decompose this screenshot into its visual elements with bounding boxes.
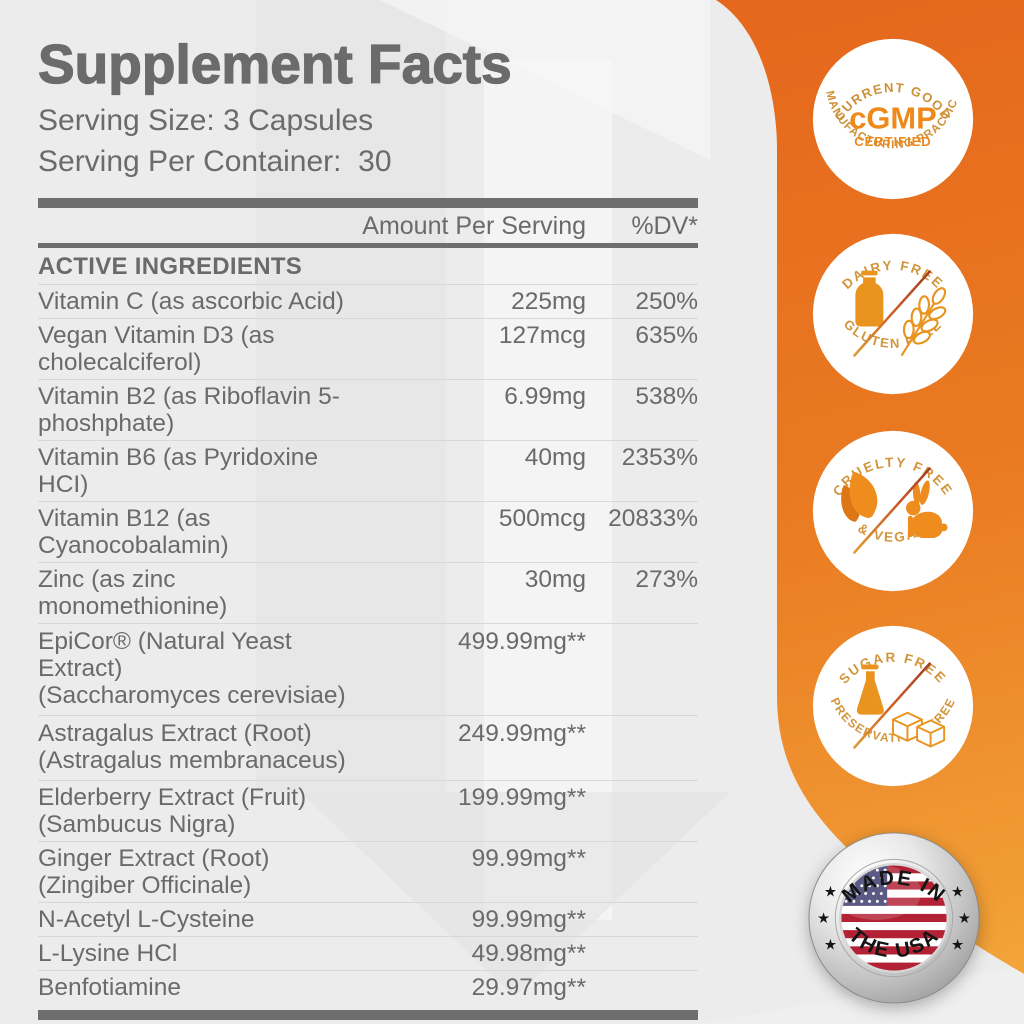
svg-text:★: ★ [958,911,971,927]
section-active-ingredients: ACTIVE INGREDIENTS [38,253,303,280]
rule-thick-bottom [38,1010,698,1020]
leaf-icon [841,471,878,522]
ingredient-name: Ginger Extract (Root) (Zingiber Officina… [38,845,270,899]
page-title: Supplement Facts [37,33,512,95]
ingredient-row: Astragalus Extract (Root) (Astragalus mem… [38,715,698,780]
ingredient-name: Vitamin B2 (as Riboflavin 5-phoshphate) [38,383,340,437]
ingredient-name: Vitamin B12 (as Cyanocobalamin) [38,505,229,559]
header-spacer [38,213,326,240]
slash-icon [853,467,931,554]
ingredient-dv: 273% [635,566,698,593]
cgmp-certified-badge: CURRENT GOOD MANUFACTURING PRACTICE cGMP… [811,37,974,200]
ingredient-name: Vegan Vitamin D3 (as cholecalciferol) [38,322,275,376]
ingredient-row: EpiCor® (Natural Yeast Extract) (Saccharo… [38,623,698,715]
ingredient-row: Elderberry Extract (Fruit) (Sambucus Nig… [38,780,698,841]
ingredient-amount: 6.99mg [504,383,586,410]
ingredient-row: Vitamin B6 (as Pyridoxine HCI) 40mg 2353… [38,440,698,501]
ingredient-name: Vitamin C (as ascorbic Acid) [38,288,344,315]
ingredient-row: L-Lysine HCl 49.98mg** [38,936,698,970]
cruelty-free-vegan-badge: CRUELTY FREE & VEGAN [812,430,974,592]
ingredient-amount: 199.99mg** [457,784,586,811]
ingredient-dv: 2353% [621,444,698,471]
ingredient-row: Vitamin B2 (as Riboflavin 5-phoshphate) … [38,379,698,440]
watermark-band [256,0,446,792]
ingredient-amount: 99.99mg** [471,906,586,933]
ingredient-name: Elderberry Extract (Fruit) (Sambucus Nig… [38,784,307,838]
cgmp-text: cGMP [849,101,936,136]
ingredient-row: N-Acetyl L-Cysteine 99.99mg** [38,902,698,936]
ingredient-row: Vitamin C (as ascorbic Acid) 225mg 250% [38,284,698,318]
serving-size: Serving Size: 3 Capsules [38,104,374,137]
facts-panel: Supplement Facts Serving Size: 3 Capsule… [37,0,698,1024]
serving-per-container: Serving Per Container: 30 [38,145,392,178]
ingredient-amount: 29.97mg** [471,974,586,1001]
ingredient-table: Vitamin C (as ascorbic Acid) 225mg 250% … [38,284,698,1004]
ingredient-row: Ginger Extract (Root) (Zingiber Officina… [38,841,698,902]
ingredient-row: Vegan Vitamin D3 (as cholecalciferol) 12… [38,318,698,379]
milk-bottle-icon [855,270,884,327]
ingredient-amount: 30mg [524,566,586,593]
rule-medium-1 [38,243,698,248]
flask-icon [856,664,884,715]
ingredient-name: Benfotiamine [38,974,182,1001]
sugar-preservatives-free-badge: SUGAR FREE PRESERVATIVES FREE [812,625,974,787]
ingredient-dv: 250% [635,288,698,315]
svg-text:★: ★ [951,937,964,953]
ingredient-row: Benfotiamine 29.97mg** [38,970,698,1004]
ingredient-amount: 225mg [511,288,586,315]
ingredient-row: Vitamin B12 (as Cyanocobalamin) 500mcg 2… [38,501,698,562]
ingredient-name: N-Acetyl L-Cysteine [38,906,255,933]
header-amount: Amount Per Serving [362,212,586,240]
ingredient-amount: 99.99mg** [471,845,586,872]
slash-icon [853,662,931,749]
made-in-usa-badge: MADE IN THE USA ★★★ ★★★ [808,832,980,1004]
ingredient-dv: 635% [635,322,698,349]
ingredient-name: Astragalus Extract (Root) (Astragalus mem… [38,720,346,774]
rule-thick-top [38,198,698,208]
ingredient-name: Zinc (as zinc monomethionine) [38,566,228,620]
ingredient-amount: 127mcg [498,322,586,349]
ingredient-name: L-Lysine HCl [38,940,178,967]
ingredient-dv: 20833% [608,505,698,532]
ingredient-name: EpiCor® (Natural Yeast Extract) (Saccharo… [38,628,346,709]
table-header: Amount Per Serving %DV* [38,208,698,243]
ingredient-amount: 40mg [524,444,586,471]
ingredient-name: Vitamin B6 (as Pyridoxine HCI) [38,444,319,498]
ingredient-dv: 538% [635,383,698,410]
svg-text:★: ★ [951,884,964,900]
certified-text: CERTIFIED [854,134,931,149]
ingredient-amount: 499.99mg** [457,628,586,655]
star-icons: ★ ★ ★ ★ ★ ★ [817,884,971,953]
svg-text:★: ★ [824,937,837,953]
svg-text:★: ★ [817,911,830,927]
ingredient-amount: 500mcg [498,505,586,532]
ingredient-amount: 249.99mg** [457,720,586,747]
header-dv: %DV* [631,212,698,240]
rabbit-icon [906,480,948,539]
slash-icon [853,270,931,357]
ingredient-row: Zinc (as zinc monomethionine) 30mg 273% [38,562,698,623]
svg-text:★: ★ [824,884,837,900]
dairy-gluten-free-badge: DAIRY FREE GLUTEN FREE [812,233,974,395]
wheat-icon [900,287,947,357]
sugar-cubes-icon [892,711,946,748]
ingredient-amount: 49.98mg** [471,940,586,967]
